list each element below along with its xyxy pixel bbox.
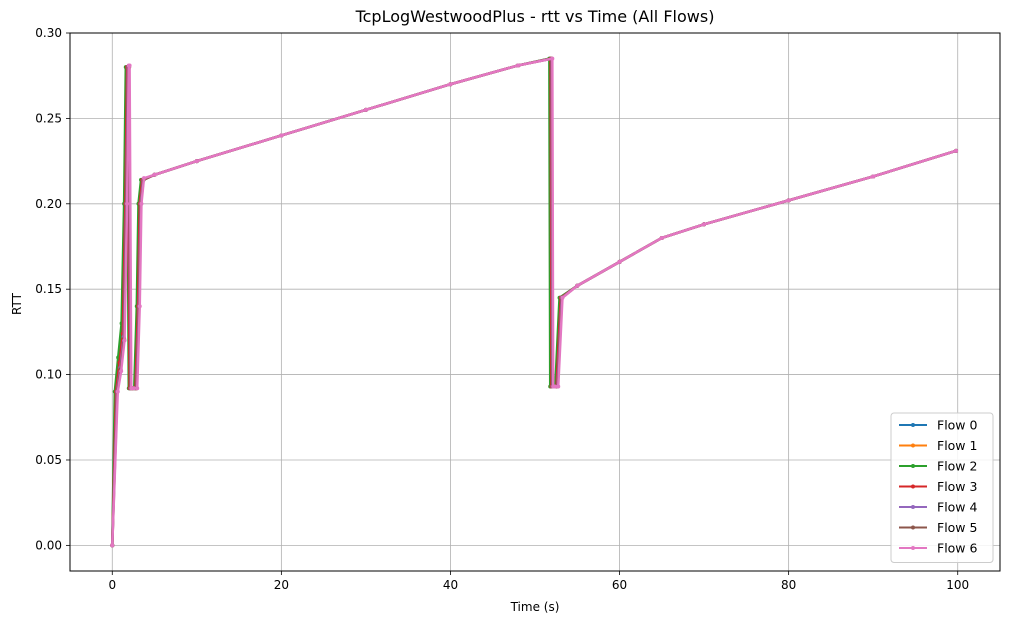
series-flow-2 — [110, 56, 959, 548]
legend-label: Flow 0 — [937, 418, 978, 433]
data-point — [279, 133, 284, 138]
x-axis-ticks: 0 20 40 60 80 100 — [108, 571, 969, 592]
data-point — [871, 174, 876, 179]
legend-item-flow-6: Flow 6 — [899, 541, 978, 556]
legend-marker — [911, 505, 915, 509]
data-point — [448, 82, 453, 87]
series-line — [111, 57, 957, 546]
series-flow-4 — [110, 56, 959, 548]
data-point — [152, 172, 157, 177]
x-tick-label: 0 — [108, 578, 116, 592]
x-tick-label: 100 — [946, 578, 969, 592]
data-point — [119, 369, 124, 374]
data-point — [125, 201, 130, 206]
data-point — [516, 63, 521, 68]
legend-marker — [911, 525, 915, 530]
legend-box — [890, 412, 994, 563]
series-line — [111, 57, 957, 546]
data-point — [552, 384, 557, 389]
series-flow-5 — [110, 56, 959, 548]
legend-item-flow-3: Flow 3 — [899, 479, 977, 494]
y-tick-label: 0.05 — [35, 453, 62, 467]
data-point — [560, 295, 565, 300]
data-point — [135, 386, 140, 391]
legend-item-flow-0: Flow 0 — [899, 418, 978, 433]
series-line — [111, 57, 957, 546]
data-point — [139, 201, 144, 206]
series-line — [111, 57, 957, 546]
series-line — [111, 57, 957, 546]
x-tick-label: 20 — [274, 578, 289, 592]
series-line — [111, 57, 957, 546]
data-point — [550, 56, 555, 61]
legend-label: Flow 1 — [937, 438, 977, 453]
data-point — [110, 543, 115, 548]
legend-marker — [911, 484, 915, 489]
legend-marker — [911, 443, 915, 448]
data-point — [556, 384, 561, 389]
data-point — [575, 283, 580, 288]
series-flow-3 — [110, 56, 959, 548]
data-point — [115, 389, 120, 394]
grid-lines — [70, 32, 1000, 571]
y-axis-ticks: 0.00 0.05 0.10 0.15 0.20 0.25 0.30 — [35, 26, 70, 552]
x-axis-label: Time (s) — [510, 600, 560, 614]
legend-item-flow-2: Flow 2 — [899, 459, 977, 474]
data-point — [194, 159, 199, 164]
legend-label: Flow 6 — [937, 541, 978, 556]
data-point — [786, 198, 791, 203]
data-point — [702, 222, 707, 227]
legend-marker — [911, 546, 915, 550]
series-line — [111, 57, 957, 546]
legend-label: Flow 5 — [937, 520, 977, 535]
plot-area — [110, 56, 959, 548]
legend-item-flow-4: Flow 4 — [899, 500, 978, 515]
plot-frame — [69, 32, 1001, 572]
legend-item-flow-1: Flow 1 — [899, 438, 977, 453]
series-flow-6 — [110, 56, 959, 548]
legend-item-flow-5: Flow 5 — [899, 520, 977, 535]
y-tick-label: 0.00 — [35, 538, 62, 552]
data-point — [617, 259, 622, 264]
x-tick-label: 80 — [781, 578, 796, 592]
data-point — [659, 235, 664, 240]
y-tick-label: 0.10 — [35, 368, 62, 382]
y-tick-label: 0.30 — [35, 26, 62, 40]
series-flow-1 — [110, 56, 959, 548]
y-tick-label: 0.20 — [35, 197, 62, 211]
legend-marker — [911, 423, 915, 427]
y-tick-label: 0.25 — [35, 111, 62, 125]
x-tick-label: 60 — [612, 578, 627, 592]
legend-label: Flow 4 — [937, 500, 978, 515]
legend-label: Flow 3 — [937, 479, 977, 494]
data-point — [363, 107, 368, 112]
data-point — [122, 338, 127, 343]
legend-marker — [911, 464, 915, 468]
legend-label: Flow 2 — [937, 459, 977, 474]
data-point — [141, 176, 146, 181]
y-tick-label: 0.15 — [35, 282, 62, 296]
data-point — [131, 386, 136, 391]
data-point — [127, 63, 132, 68]
series-flow-0 — [110, 56, 959, 548]
legend: Flow 0 Flow 1 Flow 2 Flow 3 Flow 4 Flow 5 Flow… — [890, 412, 994, 563]
chart-title: TcpLogWestwoodPlus - rtt vs Time (All Fl… — [355, 7, 715, 26]
x-tick-label: 40 — [443, 578, 458, 592]
y-axis-label: RTT — [10, 292, 24, 315]
data-point — [137, 304, 142, 309]
data-point — [954, 148, 959, 153]
